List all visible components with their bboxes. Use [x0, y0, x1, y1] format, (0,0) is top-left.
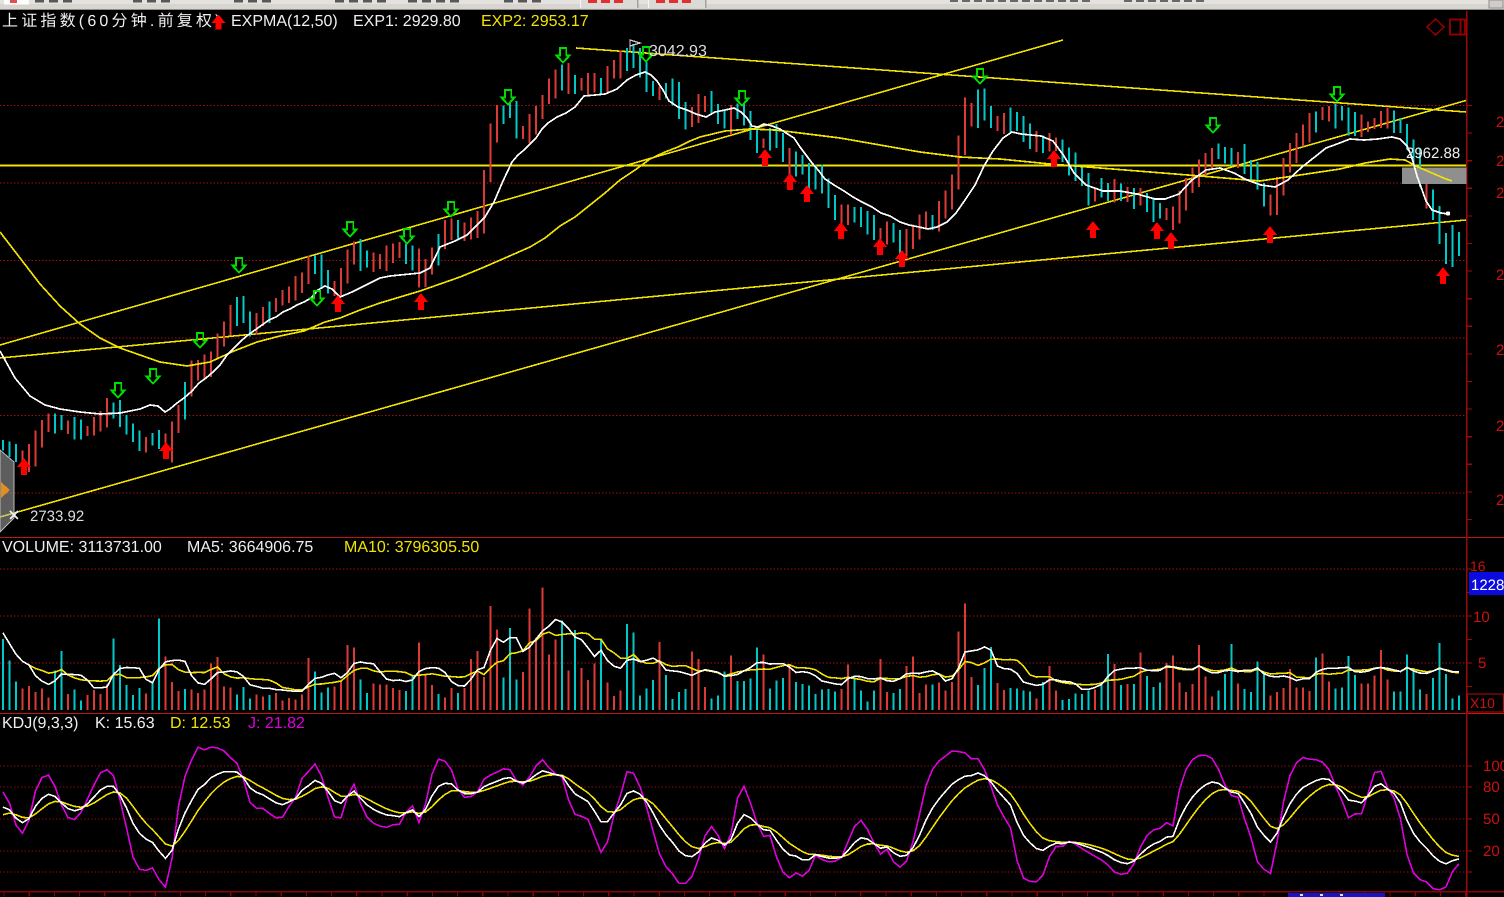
svg-text:X10: X10: [1470, 695, 1495, 711]
svg-text:29: 29: [1496, 114, 1504, 131]
svg-text:29: 29: [1496, 342, 1504, 359]
svg-text:29: 29: [1496, 492, 1504, 509]
svg-text:5: 5: [1478, 655, 1486, 672]
svg-text:29: 29: [1496, 185, 1504, 202]
svg-text:EXP1: 2929.80: EXP1: 2929.80: [353, 13, 461, 30]
svg-text:MA10: 3796305.50: MA10: 3796305.50: [344, 539, 479, 556]
svg-text:1228: 1228: [1471, 577, 1504, 594]
svg-text:29: 29: [1496, 267, 1504, 284]
svg-text:EXP2: 2953.17: EXP2: 2953.17: [481, 13, 589, 30]
svg-text:J: 21.82: J: 21.82: [248, 715, 305, 732]
svg-text:80: 80: [1483, 779, 1500, 796]
svg-text:KDJ(9,3,3): KDJ(9,3,3): [2, 715, 78, 732]
svg-text:上证指数(60分钟.前复权): 上证指数(60分钟.前复权): [2, 12, 224, 30]
svg-text:50: 50: [1483, 811, 1500, 828]
svg-text:3042.93: 3042.93: [649, 43, 707, 60]
svg-text:EXPMA(12,50): EXPMA(12,50): [231, 13, 338, 30]
svg-text:100: 100: [1483, 758, 1504, 775]
svg-text:K: 15.63: K: 15.63: [95, 715, 155, 732]
svg-text:2733.92: 2733.92: [30, 508, 84, 525]
svg-text:2962.88: 2962.88: [1406, 145, 1460, 162]
svg-text:29: 29: [1496, 418, 1504, 435]
svg-text:16: 16: [1470, 558, 1486, 574]
svg-text:D: 12.53: D: 12.53: [170, 715, 231, 732]
svg-text:MA5: 3664906.75: MA5: 3664906.75: [187, 539, 313, 556]
svg-text:29: 29: [1496, 153, 1504, 170]
svg-text:20: 20: [1483, 843, 1500, 860]
svg-text:10: 10: [1473, 609, 1490, 626]
svg-text:VOLUME: 3113731.00: VOLUME: 3113731.00: [2, 539, 162, 556]
